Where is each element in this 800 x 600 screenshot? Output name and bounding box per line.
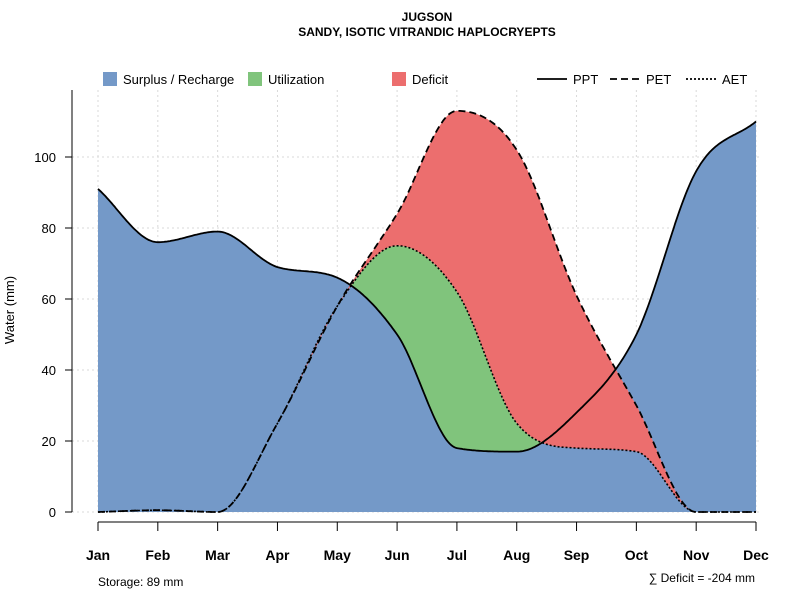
y-tick-label-60: 60: [42, 292, 56, 307]
x-tick-label-apr: Apr: [265, 547, 290, 563]
legend-swatch-1: [248, 72, 262, 86]
legend-label-aet: AET: [722, 72, 747, 87]
storage-note: Storage: 89 mm: [98, 575, 183, 589]
legend-label-ppt: PPT: [573, 72, 598, 87]
legend: Surplus / Recharge Utilization Deficit PPT P…: [103, 72, 747, 87]
x-tick-label-jan: Jan: [86, 547, 110, 563]
utilization-area: [98, 121, 756, 452]
x-tick-label-mar: Mar: [205, 547, 230, 563]
x-tick-label-aug: Aug: [503, 547, 530, 563]
chart-subtitle: SANDY, ISOTIC VITRANDIC HAPLOCRYEPTS: [298, 25, 556, 39]
x-tick-label-oct: Oct: [625, 547, 649, 563]
x-tick-label-nov: Nov: [683, 547, 710, 563]
legend-swatch-0: [103, 72, 117, 86]
y-tick-label-20: 20: [42, 434, 56, 449]
x-tick-label-sep: Sep: [564, 547, 590, 563]
axes: [71, 90, 756, 523]
x-tick-label-may: May: [324, 547, 351, 563]
x-tick-label-jul: Jul: [447, 547, 467, 563]
legend-label-pet: PET: [646, 72, 671, 87]
x-tick-label-feb: Feb: [145, 547, 170, 563]
tick-labels: 0 20 40 60 80 100 Jan Feb Mar Apr May Jun Jul Aug Sep O…: [34, 150, 769, 563]
legend-label-2: Deficit: [412, 72, 449, 87]
chart-title: JUGSON: [402, 10, 453, 24]
series-line-aet: [98, 245, 756, 513]
area-layer: [98, 110, 756, 513]
deficit-area: [98, 110, 756, 513]
series-line-ppt: [97, 120, 757, 453]
legend-label-1: Utilization: [268, 72, 324, 87]
legend-label-0: Surplus / Recharge: [123, 72, 234, 87]
y-tick-label-100: 100: [34, 150, 56, 165]
y-tick-label-0: 0: [49, 505, 56, 520]
x-tick-label-dec: Dec: [743, 547, 769, 563]
y-axis-title: Water (mm): [2, 276, 17, 344]
series-lines: [97, 110, 757, 513]
y-tick-label-40: 40: [42, 363, 56, 378]
series-line-pet: [98, 110, 756, 513]
deficit-sum-note: ∑ Deficit = -204 mm: [649, 571, 755, 585]
x-tick-label-jun: Jun: [385, 547, 410, 563]
legend-swatch-2: [392, 72, 406, 86]
y-tick-label-80: 80: [42, 221, 56, 236]
